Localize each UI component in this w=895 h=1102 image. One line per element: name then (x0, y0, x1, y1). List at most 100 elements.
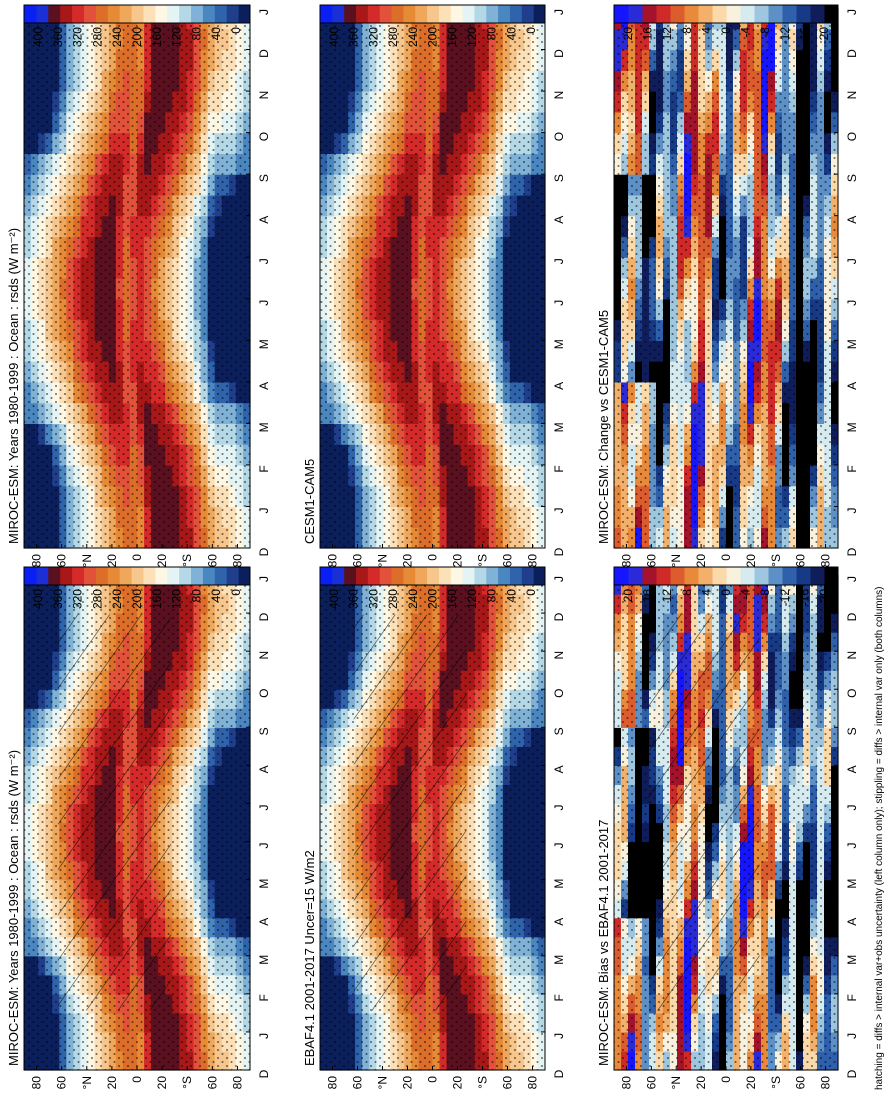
colorbar-swatch (226, 5, 239, 23)
colorbar-tick-label: 80 (189, 589, 203, 603)
colorbar-p1: 400 360 320 280 240 200 160 120 80 40 0 (23, 566, 251, 609)
colorbar-swatch (331, 5, 345, 23)
month-label: M (257, 955, 271, 965)
month-label: J (257, 300, 271, 306)
colorbar-swatch (142, 5, 156, 23)
colorbar-tick-label: 160 (445, 589, 459, 609)
month-label: A (257, 765, 271, 773)
colorbar-tick-label: 160 (150, 589, 164, 609)
panel-p5: 80 60 °N 20 0 20 °S 60 80DJFMAMJJASONDJMIROC-ESM… (596, 566, 859, 1089)
colorbar-swatch (824, 567, 839, 585)
month-label: J (257, 258, 271, 264)
month-label: J (257, 507, 271, 513)
month-label: N (257, 651, 271, 660)
month-label: J (845, 576, 859, 582)
lat-label: 0 (130, 554, 144, 561)
month-label: D (552, 1069, 566, 1078)
colorbar-swatch (712, 567, 727, 585)
colorbar-tick-label: 12 (660, 589, 674, 603)
stipple-overlay (24, 8, 250, 548)
month-label: J (257, 1033, 271, 1039)
colorbar-p4: 400 360 320 280 240 200 160 120 80 40 0 (319, 4, 546, 47)
colorbar-swatch (402, 5, 416, 23)
colorbar-swatch (391, 567, 404, 585)
colorbar-swatch (47, 567, 61, 585)
colorbar-tick-label: 0 (229, 27, 243, 34)
month-label: J (845, 1033, 859, 1039)
lat-label: 20 (155, 554, 169, 568)
month-label: M (845, 955, 859, 965)
month-label: A (552, 765, 566, 773)
colorbar-tick-label: 160 (150, 27, 164, 47)
colorbar-swatch (810, 567, 825, 585)
lat-label: 60 (351, 1076, 365, 1090)
colorbar-swatch (614, 567, 629, 585)
colorbar-tick-label: -8 (758, 589, 772, 600)
panel-title: CESM1-CAM5 (302, 459, 317, 544)
colorbar-tick-label: 200 (426, 589, 440, 609)
lat-label: °S (769, 1076, 783, 1089)
colorbar-tick-label: 4 (699, 589, 713, 596)
month-label: J (552, 300, 566, 306)
colorbar-tick-label: 280 (90, 589, 104, 609)
lat-label: 0 (426, 554, 440, 561)
colorbar-swatch (521, 567, 534, 585)
colorbar-swatch (473, 567, 487, 585)
colorbar-swatch (35, 567, 49, 585)
month-label: A (257, 216, 271, 224)
colorbar-swatch (379, 5, 392, 23)
colorbar-swatch (343, 567, 357, 585)
colorbar-swatch (462, 5, 475, 23)
lat-label: °S (180, 554, 194, 567)
lat-label: 60 (351, 554, 365, 568)
month-label: D (552, 49, 566, 58)
month-label: A (552, 382, 566, 390)
colorbar-swatch (47, 5, 61, 23)
colorbar-swatch (367, 567, 380, 585)
colorbar-swatch (533, 5, 546, 23)
lat-label: 60 (501, 554, 515, 568)
month-label: A (845, 918, 859, 926)
panel-title: MIROC-ESM: Bias vs EBAF4.1 2001-2017 (596, 820, 611, 1066)
month-label: D (845, 612, 859, 621)
colorbar-swatch (670, 567, 685, 585)
colorbar-tick-label: 0 (719, 589, 733, 596)
month-label: J (552, 1033, 566, 1039)
lat-label: 60 (205, 554, 219, 568)
lat-label: 0 (719, 1076, 733, 1083)
month-label: D (552, 547, 566, 556)
colorbar-swatch (485, 5, 499, 23)
lat-label: 20 (451, 1076, 465, 1090)
colorbar-swatch (642, 567, 657, 585)
colorbar-swatch (684, 567, 699, 585)
colorbar-frame (23, 566, 251, 586)
lat-label: 20 (401, 1076, 415, 1090)
panel-p6: 80 60 °N 20 0 20 °S 60 80DJFMAMJJASONDJMIROC-ESM… (596, 4, 859, 567)
colorbar-swatch (83, 5, 96, 23)
colorbar-swatch (190, 567, 203, 585)
colorbar-tick-label: 200 (426, 27, 440, 47)
colorbar-tick-label: 16 (641, 589, 655, 603)
colorbar-swatch (402, 567, 416, 585)
colorbar-swatch (202, 5, 215, 23)
month-label: J (845, 804, 859, 810)
colorbar-tick-label: 80 (485, 27, 499, 41)
colorbar-swatch (119, 5, 132, 23)
colorbar-swatch (95, 5, 108, 23)
month-label: F (845, 994, 859, 1001)
colorbar-swatch (768, 567, 783, 585)
month-label: O (257, 132, 271, 141)
month-label: S (257, 727, 271, 735)
colorbar-swatch (71, 5, 84, 23)
month-label: J (552, 9, 566, 15)
month-label: F (552, 465, 566, 472)
colorbar-p5: 20 16 12 8 4 0 -4 -8 -12 -16 -20 (613, 566, 839, 606)
colorbar-swatch (355, 5, 368, 23)
month-label: A (552, 918, 566, 926)
colorbar-swatch (726, 567, 741, 585)
colorbar-swatch (379, 567, 392, 585)
panel-p2: 80 60 °N 20 0 20 °S 60 80DJFMAMJJASONDJMIROC-ESM… (6, 4, 271, 568)
colorbar-swatch (343, 5, 357, 23)
colorbar-swatch (131, 5, 144, 23)
